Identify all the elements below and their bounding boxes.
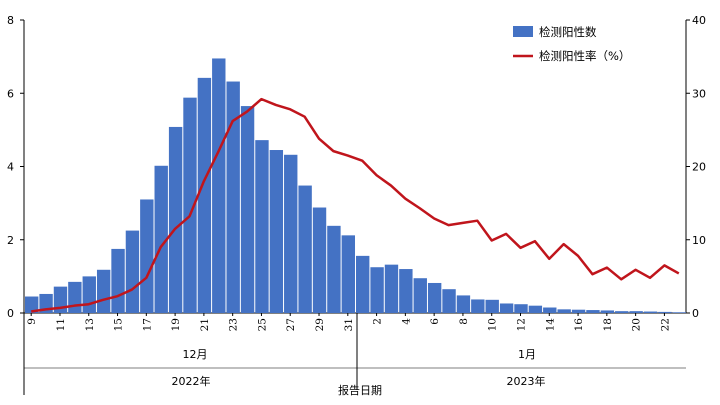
- bar: [284, 154, 298, 313]
- bar: [298, 185, 312, 313]
- x-axis-title: 报告日期: [338, 383, 382, 397]
- bar: [615, 311, 629, 313]
- x-ticks: 9 11 13 15 17 19 21 23 25 27 29 31 2 4 6 8 10 12 14 16 18 20 2…: [26, 313, 671, 331]
- bar: [571, 309, 586, 313]
- year-label-2023: 2023年: [507, 374, 546, 388]
- legend-bar-label: 检测阳性数: [539, 25, 597, 39]
- x-tick-label: 8: [458, 318, 470, 325]
- legend: 检测阳性数 检测阳性率（%）: [513, 25, 630, 63]
- x-tick-label: 9: [26, 318, 38, 325]
- x-tick-label: 4: [400, 318, 412, 325]
- bar: [96, 269, 111, 313]
- x-tick-label: 17: [141, 318, 153, 331]
- bar: [356, 255, 370, 313]
- bar: [399, 269, 413, 313]
- x-tick-label: 11: [55, 318, 67, 331]
- right-tick-label: 10: [692, 234, 706, 247]
- positive-rate-line: [31, 97, 680, 313]
- y-ticks: 0 2 4 6 8 0 10 20 30 40: [7, 14, 706, 320]
- legend-line-label: 检测阳性率（%）: [539, 49, 630, 63]
- right-tick-label: 40: [692, 14, 706, 27]
- year-label-2022: 2022年: [172, 374, 211, 388]
- bar: [197, 77, 212, 314]
- right-tick-label: 0: [692, 307, 699, 320]
- bar: [600, 310, 615, 313]
- bar: [327, 225, 341, 313]
- month-label-jan: 1月: [518, 348, 536, 361]
- bar: [125, 230, 140, 313]
- legend-bar-swatch: [513, 26, 533, 37]
- bar: [312, 207, 327, 313]
- bar: [168, 126, 183, 313]
- x-tick-label: 21: [199, 318, 211, 331]
- bar: [154, 165, 168, 313]
- bar: [514, 304, 528, 313]
- x-tick-label: 20: [631, 318, 643, 331]
- bar: [413, 278, 427, 313]
- bar: [586, 310, 600, 313]
- bar: [226, 81, 240, 313]
- bar: [111, 248, 125, 313]
- bar: [499, 303, 514, 313]
- bar: [672, 312, 686, 313]
- bar: [557, 309, 571, 313]
- bar: [341, 235, 355, 313]
- bar-series: [25, 58, 686, 314]
- right-tick-label: 30: [692, 87, 706, 100]
- bar: [269, 150, 284, 313]
- x-tick-label: 25: [256, 318, 268, 331]
- bar: [82, 276, 96, 314]
- left-tick-label: 0: [7, 307, 14, 320]
- bar: [456, 295, 471, 313]
- bar: [427, 282, 442, 313]
- x-tick-label: 29: [314, 318, 326, 331]
- bar: [643, 311, 658, 313]
- x-tick-label: 13: [84, 318, 96, 331]
- bar: [68, 281, 82, 313]
- x-tick-label: 19: [170, 318, 182, 331]
- month-label-dec: 12月: [183, 348, 208, 361]
- x-tick-label: 10: [487, 318, 499, 331]
- x-tick-label: 27: [285, 318, 297, 331]
- bar: [471, 299, 485, 313]
- line-series: [31, 97, 680, 313]
- bar: [528, 305, 543, 313]
- bar: [240, 106, 255, 313]
- bar: [140, 199, 154, 313]
- x-tick-label: 23: [228, 318, 240, 331]
- x-tick-label: 16: [573, 318, 585, 332]
- bar: [384, 264, 399, 313]
- x-tick-label: 22: [659, 318, 671, 331]
- left-tick-label: 6: [7, 87, 14, 100]
- bar: [543, 307, 557, 313]
- x-tick-label: 6: [429, 318, 441, 325]
- right-tick-label: 20: [692, 161, 706, 174]
- bar: [212, 58, 226, 314]
- bar: [255, 140, 269, 313]
- bar: [485, 299, 499, 313]
- x-tick-label: 31: [343, 318, 355, 331]
- x-tick-label: 12: [516, 318, 528, 331]
- x-tick-label: 14: [544, 318, 556, 332]
- bar: [25, 296, 39, 313]
- left-tick-label: 4: [7, 161, 14, 174]
- bar: [370, 267, 384, 313]
- bar: [629, 311, 643, 313]
- x-tick-label: 18: [602, 318, 614, 331]
- x-tick-label: 15: [113, 318, 125, 331]
- left-tick-label: 8: [7, 14, 14, 27]
- bar: [183, 97, 197, 314]
- bar: [442, 289, 456, 313]
- x-tick-label: 2: [372, 318, 384, 325]
- left-tick-label: 2: [7, 234, 14, 247]
- bar: [658, 311, 672, 313]
